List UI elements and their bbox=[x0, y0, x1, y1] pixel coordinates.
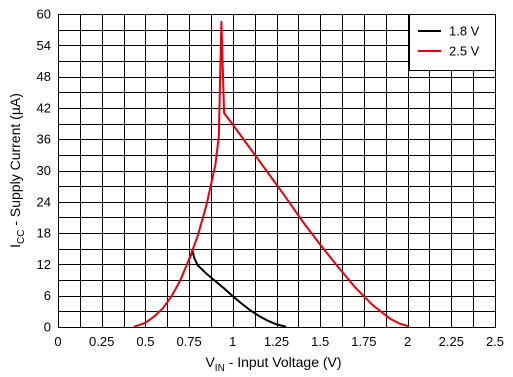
x-axis-label-main: V bbox=[205, 354, 215, 370]
x-axis-label: VIN - Input Voltage (V) bbox=[205, 354, 341, 374]
legend: 1.8 V 2.5 V bbox=[409, 14, 496, 71]
x-tick-label: 2.5 bbox=[486, 334, 504, 349]
y-tick-label: 54 bbox=[37, 38, 51, 53]
y-tick-label: 30 bbox=[37, 163, 51, 178]
legend-label-2-5v: 2.5 V bbox=[449, 44, 480, 59]
legend-box bbox=[409, 14, 496, 71]
y-tick-label: 18 bbox=[37, 226, 51, 241]
x-tick-label: 1.25 bbox=[264, 334, 289, 349]
x-tick-label: 2 bbox=[404, 334, 411, 349]
series-lines bbox=[133, 20, 409, 328]
series-line-1-8v bbox=[188, 250, 287, 328]
y-tick-labels: 0 6 12 18 24 30 36 42 48 54 60 bbox=[37, 7, 51, 335]
y-axis-label: ICC - Supply Current (µA) bbox=[7, 93, 27, 248]
x-tick-label: 0.75 bbox=[176, 334, 201, 349]
x-tick-label: 1.75 bbox=[351, 334, 376, 349]
y-tick-label: 42 bbox=[37, 100, 51, 115]
x-tick-label: 1.5 bbox=[311, 334, 329, 349]
y-tick-label: 12 bbox=[37, 257, 51, 272]
x-axis-label-subscript: IN bbox=[215, 363, 225, 374]
x-tick-labels: 0 0.25 0.5 0.75 1 1.25 1.5 1.75 2 2.25 2.5 bbox=[54, 334, 504, 349]
x-axis-label-rest: - Input Voltage (V) bbox=[225, 354, 342, 370]
x-tick-label: 0.5 bbox=[136, 334, 154, 349]
y-tick-label: 24 bbox=[37, 194, 51, 209]
y-axis-label-subscript: CC bbox=[16, 230, 27, 244]
legend-label-1-8v: 1.8 V bbox=[449, 24, 480, 39]
series-line-2-5v bbox=[133, 20, 409, 328]
x-tick-label: 2.25 bbox=[439, 334, 464, 349]
plot-frame bbox=[58, 14, 496, 328]
x-tick-label: 0 bbox=[54, 334, 61, 349]
y-tick-label: 60 bbox=[37, 7, 51, 22]
y-tick-label: 0 bbox=[44, 320, 51, 335]
x-tick-label: 0.25 bbox=[89, 334, 114, 349]
y-tick-label: 6 bbox=[44, 288, 51, 303]
y-tick-label: 48 bbox=[37, 69, 51, 84]
y-tick-label: 36 bbox=[37, 132, 51, 147]
y-axis-label-main: I bbox=[7, 244, 23, 248]
x-tick-label: 1 bbox=[229, 334, 236, 349]
y-axis-label-rest: - Supply Current (µA) bbox=[7, 93, 23, 229]
